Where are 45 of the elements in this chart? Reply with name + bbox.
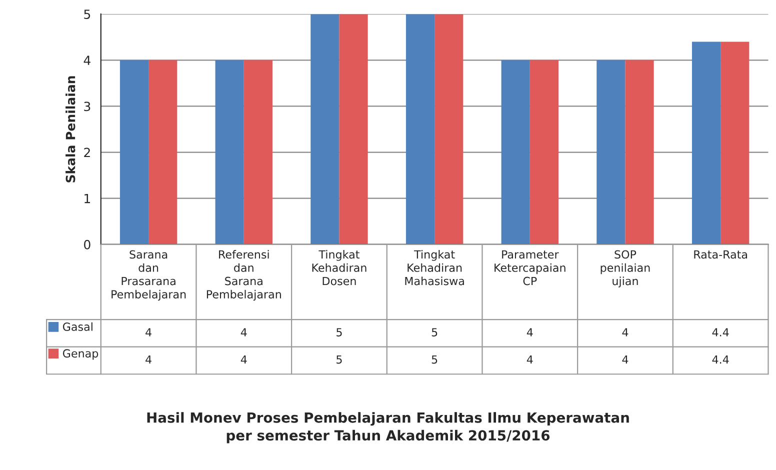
y-tick-label: 0 xyxy=(84,240,90,250)
bar xyxy=(692,42,721,244)
bar xyxy=(530,60,558,244)
x-tick-label: Tingkat Kehadiran Mahasiswa xyxy=(405,250,464,286)
bar xyxy=(501,60,530,244)
bar xyxy=(215,60,244,244)
bar xyxy=(339,14,368,244)
data-label: 5 xyxy=(336,328,342,336)
x-tick-label: Referensi dan Sarana Pembelajaran xyxy=(206,250,281,301)
bar xyxy=(406,14,435,244)
data-label: 4 xyxy=(622,328,628,336)
data-label: 4 xyxy=(240,328,247,336)
x-tick-label: Sarana dan Prasarana Pembelajaran xyxy=(112,250,186,301)
x-tick-label: Tingkat Kehadiran Dosen xyxy=(312,250,366,286)
data-label: 4.4 xyxy=(712,328,729,336)
bar xyxy=(596,60,626,244)
data-label: 5 xyxy=(432,355,438,364)
data-label: 4.4 xyxy=(712,355,729,364)
x-tick-label: Rata-Rata xyxy=(694,250,748,259)
y-axis-title: Skala Penilaian xyxy=(66,76,76,182)
data-label: 5 xyxy=(336,355,342,364)
x-tick-label: Parameter Ketercapaian CP xyxy=(494,250,566,286)
y-tick-label: 3 xyxy=(84,102,90,112)
data-label: 4 xyxy=(526,355,533,364)
bar xyxy=(625,60,654,244)
data-label: 4 xyxy=(146,355,152,364)
y-tick-label: 4 xyxy=(84,56,90,65)
bar xyxy=(310,14,340,244)
y-tick-label: 5 xyxy=(84,10,90,20)
legend-label: Gasal xyxy=(62,322,92,331)
y-tick-label: 1 xyxy=(84,194,90,204)
bar xyxy=(434,14,464,244)
text: Hasil Monev Proses Pembelajaran Fakultas Ilmu Keperawatan per semester Tahun Akademik 2015/2016 xyxy=(147,412,629,444)
bar xyxy=(720,42,750,244)
data-label: 4 xyxy=(146,328,152,336)
y-tick-label: 2 xyxy=(84,148,90,158)
data-label: 4 xyxy=(240,355,247,364)
x-tick-label: SOP penilaian ujian xyxy=(600,250,650,288)
data-label: 4 xyxy=(526,328,533,336)
data-label: 4 xyxy=(622,355,628,364)
bar xyxy=(148,60,178,244)
bar xyxy=(120,60,149,244)
data-label: 5 xyxy=(432,328,438,336)
legend-label: Genap xyxy=(62,349,98,360)
bar xyxy=(244,60,272,244)
